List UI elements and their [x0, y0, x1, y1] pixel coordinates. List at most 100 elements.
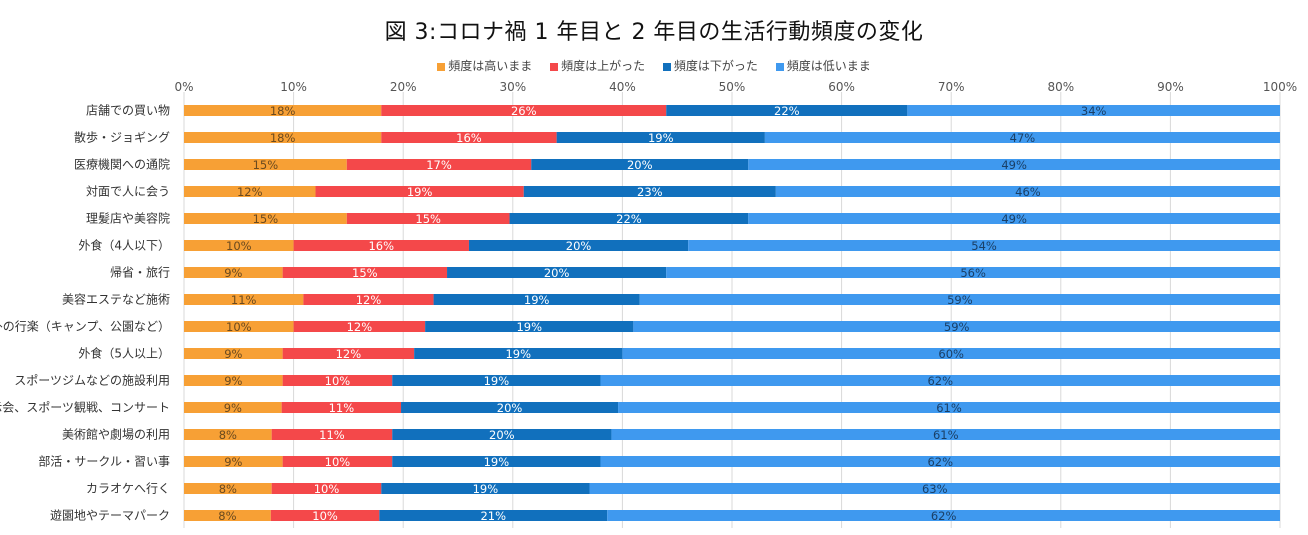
bar-segment	[381, 132, 557, 143]
legend-label: 頻度は低いまま	[786, 59, 871, 73]
bar-segment	[184, 213, 347, 224]
legend-item-high-remain: 頻度は高いまま	[437, 57, 532, 74]
data-label: 12%	[237, 185, 263, 199]
bar-segment	[184, 186, 316, 197]
data-label: 19%	[648, 131, 674, 145]
bar-segment	[639, 294, 1280, 305]
category-label: 店舗での買い物	[86, 104, 170, 118]
bar-segment	[281, 402, 402, 413]
bar-segment	[447, 267, 667, 278]
category-label: 展示会、スポーツ観戦、コンサート	[0, 401, 170, 415]
data-label: 10%	[325, 374, 351, 388]
bar-segment	[611, 429, 1280, 440]
data-label: 49%	[1001, 158, 1027, 172]
data-label: 20%	[544, 266, 570, 280]
bar-segment	[556, 132, 765, 143]
bar-segment	[748, 159, 1280, 170]
data-label: 11%	[319, 428, 345, 442]
data-label: 47%	[1010, 131, 1036, 145]
x-tick-label: 100%	[1263, 80, 1297, 94]
data-label: 21%	[480, 509, 506, 523]
data-label: 20%	[627, 158, 653, 172]
data-label: 19%	[484, 455, 510, 469]
category-label: 部活・サークル・習い事	[38, 454, 170, 469]
bar-segment	[607, 510, 1280, 521]
bar-segment	[666, 105, 908, 116]
category-label: スポーツジムなどの施設利用	[14, 373, 170, 388]
data-label: 19%	[407, 185, 433, 199]
x-tick-label: 60%	[828, 80, 855, 94]
data-label: 12%	[336, 347, 362, 361]
data-label: 22%	[774, 104, 800, 118]
bar-segment	[293, 321, 426, 332]
bar-segment	[184, 159, 347, 170]
x-tick-label: 40%	[609, 80, 636, 94]
data-label: 10%	[325, 455, 351, 469]
legend-item-decreased: 頻度は下がった	[662, 57, 758, 74]
bar-segment	[282, 456, 393, 467]
data-label: 9%	[224, 374, 242, 388]
data-label: 16%	[368, 239, 394, 253]
category-label: 美容エステなど施術	[62, 292, 170, 307]
bar-segment	[184, 240, 294, 251]
data-label: 46%	[1015, 185, 1041, 199]
data-label: 15%	[253, 212, 279, 226]
category-label: 帰省・旅行	[110, 266, 170, 280]
bar-segment	[414, 348, 623, 359]
data-label: 34%	[1081, 104, 1107, 118]
data-label: 15%	[415, 212, 441, 226]
legend: 頻度は高いまま 頻度は上がった 頻度は下がった 頻度は低いまま	[0, 57, 1308, 74]
data-label: 15%	[352, 266, 378, 280]
category-label: 美術館や劇場の利用	[62, 427, 170, 442]
bar-segment	[184, 456, 283, 467]
data-label: 18%	[270, 104, 296, 118]
legend-item-low-remain: 頻度は低いまま	[775, 57, 871, 74]
x-tick-label: 90%	[1157, 80, 1184, 94]
bar-segment	[600, 375, 1280, 386]
x-tick-label: 10%	[280, 80, 307, 94]
bar-segment	[509, 213, 749, 224]
data-label: 62%	[927, 455, 953, 469]
bar-segment	[392, 375, 601, 386]
data-label: 15%	[253, 158, 279, 172]
x-tick-label: 50%	[719, 80, 746, 94]
bar-segment	[184, 321, 294, 332]
bar-segment	[775, 186, 1280, 197]
data-label: 61%	[933, 428, 959, 442]
bar-segment	[303, 294, 434, 305]
bar-segment	[184, 510, 271, 521]
bar-segment	[379, 510, 608, 521]
data-label: 56%	[960, 266, 986, 280]
data-label: 11%	[231, 293, 257, 307]
data-label: 10%	[226, 320, 252, 334]
data-label: 19%	[524, 293, 550, 307]
bar-segment	[401, 402, 619, 413]
x-tick-label: 0%	[174, 80, 193, 94]
data-label: 10%	[314, 482, 340, 496]
bar-segment	[425, 321, 634, 332]
bar-segment	[282, 267, 448, 278]
data-label: 19%	[516, 320, 542, 334]
data-label: 8%	[218, 509, 236, 523]
data-label: 26%	[511, 104, 537, 118]
bar-segment	[315, 186, 524, 197]
data-label: 59%	[947, 293, 973, 307]
bar-segment	[184, 348, 283, 359]
data-label: 63%	[922, 482, 948, 496]
legend-swatch	[775, 62, 784, 71]
bar-segment	[282, 348, 415, 359]
data-label: 49%	[1001, 212, 1027, 226]
data-label: 19%	[505, 347, 531, 361]
bar-segment	[392, 429, 612, 440]
chart-title: 図 3:コロナ禍 1 年目と 2 年目の生活行動頻度の変化	[384, 20, 924, 45]
category-label: 遊園地やテーマパーク	[50, 508, 170, 523]
category-label: カラオケへ行く	[86, 482, 170, 496]
x-tick-label: 20%	[390, 80, 417, 94]
data-label: 62%	[931, 509, 957, 523]
legend-swatch	[437, 62, 446, 71]
category-label: 野外の行楽（キャンプ、公園など）	[0, 320, 170, 334]
data-label: 12%	[356, 293, 382, 307]
bar-segment	[346, 159, 532, 170]
bar-segment	[184, 132, 382, 143]
data-label: 62%	[927, 374, 953, 388]
